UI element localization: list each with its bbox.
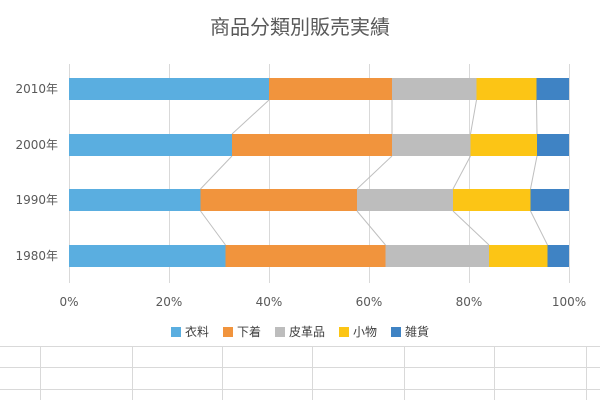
series-line xyxy=(452,155,471,190)
bar-segment xyxy=(530,189,569,211)
category-axis-labels: 2010年 2000年 1990年 1980年 xyxy=(15,82,58,263)
value-tick-label: 40% xyxy=(256,295,283,309)
legend-item: 小物 xyxy=(339,325,377,339)
series-line xyxy=(200,210,226,246)
value-tick-label: 80% xyxy=(456,295,483,309)
bar-segment xyxy=(357,189,453,211)
chart-title: 商品分類別販売実績 xyxy=(210,15,390,39)
category-label: 1980年 xyxy=(15,249,58,263)
legend-swatch xyxy=(275,327,285,337)
value-tick-label: 20% xyxy=(156,295,183,309)
bar-segment xyxy=(392,78,477,100)
legend-label: 皮革品 xyxy=(289,325,325,339)
category-label: 2010年 xyxy=(15,82,58,96)
spreadsheet-cells xyxy=(0,346,600,400)
bar-segment xyxy=(547,245,569,267)
legend-item: 衣料 xyxy=(171,324,209,339)
category-label: 1990年 xyxy=(15,193,58,207)
legend-label: 衣料 xyxy=(185,324,209,339)
series-line xyxy=(530,210,548,246)
bar-segment xyxy=(200,189,357,211)
series-lines xyxy=(200,99,548,246)
bar-segment xyxy=(489,245,548,267)
bar-segment xyxy=(69,134,232,156)
series-line xyxy=(356,155,393,190)
legend-label: 小物 xyxy=(353,325,377,339)
bar-segment xyxy=(476,78,537,100)
legend-swatch xyxy=(339,327,349,337)
legend-label: 雑貨 xyxy=(405,324,429,339)
series-line xyxy=(470,99,477,135)
legend-swatch xyxy=(391,327,401,337)
series-line xyxy=(452,210,490,246)
series-line xyxy=(530,155,538,190)
bar-segment xyxy=(225,245,386,267)
value-tick-label: 0% xyxy=(59,295,78,309)
legend-item: 皮革品 xyxy=(275,325,325,339)
chart: 商品分類別販売実績 2010年 2000年 1990年 1980年 0% 20% 40% 6… xyxy=(15,15,586,339)
bar-segment xyxy=(537,134,569,156)
category-label: 2000年 xyxy=(15,138,58,152)
legend-item: 下着 xyxy=(223,324,261,339)
bar-segment xyxy=(69,189,201,211)
series-line xyxy=(200,155,233,190)
bars xyxy=(69,78,569,267)
value-axis-labels: 0% 20% 40% 60% 80% 100% xyxy=(59,295,586,309)
bar-segment xyxy=(392,134,471,156)
legend-label: 下着 xyxy=(237,324,261,339)
series-line xyxy=(231,99,270,135)
bar-segment xyxy=(269,78,392,100)
value-tick-label: 60% xyxy=(356,295,383,309)
series-line xyxy=(356,210,386,246)
legend-item: 雑貨 xyxy=(391,324,429,339)
series-line xyxy=(536,99,538,135)
bar-segment xyxy=(470,134,537,156)
bar-segment xyxy=(385,245,489,267)
legend: 衣料 下着 皮革品 小物 雑貨 xyxy=(171,324,429,339)
bar-segment xyxy=(232,134,392,156)
bar-segment xyxy=(69,78,269,100)
bar-segment xyxy=(69,245,226,267)
value-tick-label: 100% xyxy=(552,295,586,309)
legend-swatch xyxy=(171,327,181,337)
bar-segment xyxy=(453,189,531,211)
bar-segment xyxy=(536,78,569,100)
legend-swatch xyxy=(223,327,233,337)
